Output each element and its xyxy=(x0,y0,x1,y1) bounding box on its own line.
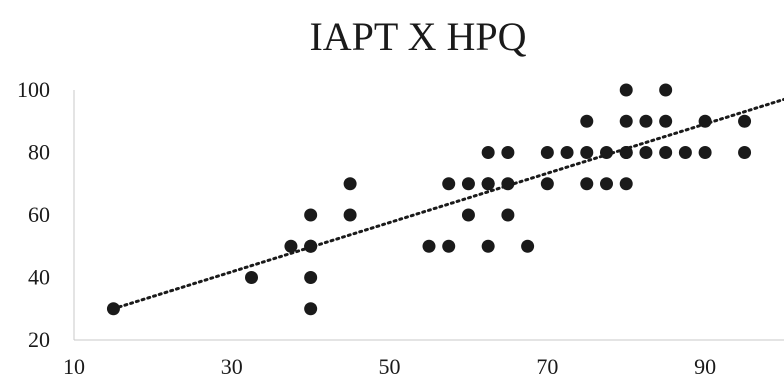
data-point xyxy=(580,146,594,159)
x-tick-label: 90 xyxy=(694,354,716,379)
data-point xyxy=(521,239,535,253)
data-point xyxy=(738,146,752,159)
data-point xyxy=(619,146,633,159)
data-points xyxy=(106,83,752,316)
y-tick-label: 80 xyxy=(28,140,50,165)
data-point xyxy=(343,208,357,222)
y-tick-label: 60 xyxy=(28,202,50,227)
data-point xyxy=(659,114,673,128)
data-point xyxy=(284,239,298,253)
data-point xyxy=(481,177,495,191)
data-point xyxy=(540,146,554,159)
x-tick-labels: 10 30 50 70 90 xyxy=(63,354,716,379)
data-point xyxy=(481,146,495,159)
data-point xyxy=(698,114,712,128)
data-point xyxy=(698,146,712,159)
data-point xyxy=(639,146,653,159)
data-point xyxy=(659,146,673,159)
data-point xyxy=(461,177,475,191)
data-point xyxy=(442,239,456,253)
data-point xyxy=(678,146,692,159)
data-point xyxy=(343,177,357,191)
y-tick-label: 20 xyxy=(28,327,50,352)
data-point xyxy=(639,114,653,128)
data-point xyxy=(580,177,594,191)
data-point xyxy=(481,239,495,253)
data-point xyxy=(619,114,633,128)
data-point xyxy=(501,177,515,191)
data-point xyxy=(619,177,633,191)
y-tick-labels: 20 40 60 80 100 xyxy=(17,77,50,352)
data-point xyxy=(304,271,318,284)
data-point xyxy=(442,177,456,191)
x-tick-label: 30 xyxy=(221,354,243,379)
data-point xyxy=(560,146,574,159)
data-point xyxy=(304,239,318,253)
x-tick-label: 50 xyxy=(379,354,401,379)
x-tick-label: 10 xyxy=(63,354,85,379)
data-point xyxy=(422,239,436,253)
data-point xyxy=(659,83,673,97)
data-point xyxy=(501,208,515,222)
y-tick-label: 40 xyxy=(28,265,50,290)
data-point xyxy=(540,177,554,191)
data-point xyxy=(501,146,515,159)
data-point xyxy=(738,114,752,128)
data-point xyxy=(304,208,318,222)
x-tick-label: 70 xyxy=(536,354,558,379)
data-point xyxy=(245,271,258,284)
data-point xyxy=(461,208,475,222)
data-point xyxy=(106,302,120,316)
chart-title: IAPT X HPQ xyxy=(309,14,526,59)
trend-line xyxy=(111,97,784,311)
data-point xyxy=(600,177,613,191)
data-point xyxy=(304,302,318,316)
data-point xyxy=(619,83,633,97)
data-point xyxy=(580,114,594,128)
data-point xyxy=(600,146,613,159)
y-tick-label: 100 xyxy=(17,77,50,102)
